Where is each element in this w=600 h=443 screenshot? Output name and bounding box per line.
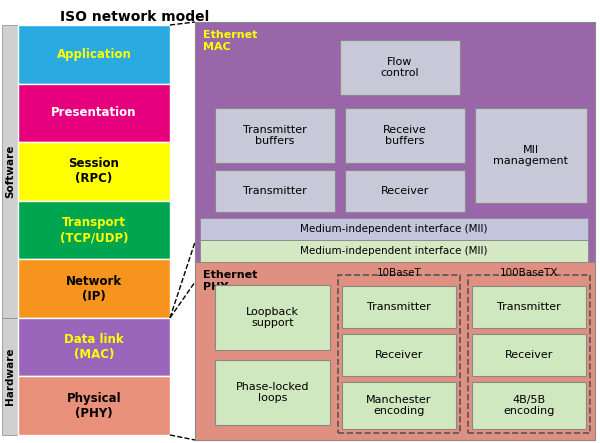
Text: Manchester
encoding: Manchester encoding [367, 395, 431, 416]
Bar [472, 286, 586, 328]
Text: Receiver: Receiver [375, 350, 423, 360]
Bar [340, 40, 460, 95]
Bar [215, 108, 335, 163]
Bar [215, 285, 330, 350]
Bar [2, 25, 18, 318]
Bar [195, 22, 595, 262]
Bar [342, 334, 456, 376]
Text: Network
(IP): Network (IP) [66, 275, 122, 303]
Text: 100BaseTX: 100BaseTX [500, 268, 558, 278]
Text: Medium-independent interface (MII): Medium-independent interface (MII) [300, 224, 488, 234]
Text: Ethernet
PHY: Ethernet PHY [203, 270, 257, 291]
Bar [345, 170, 465, 212]
Bar [18, 84, 170, 142]
Bar [215, 170, 335, 212]
Bar [18, 318, 170, 377]
Bar [18, 142, 170, 201]
Text: Presentation: Presentation [51, 106, 137, 119]
Text: ISO network model: ISO network model [60, 10, 209, 24]
Bar [215, 360, 330, 425]
Bar [200, 218, 588, 240]
Bar [18, 25, 170, 84]
Text: Loopback
support: Loopback support [246, 307, 299, 328]
Text: Transmitter: Transmitter [497, 302, 561, 312]
Text: Medium-independent interface (MII): Medium-independent interface (MII) [300, 246, 488, 256]
Text: Transmitter: Transmitter [367, 302, 431, 312]
Text: Session
(RPC): Session (RPC) [68, 157, 119, 186]
Text: Transport
(TCP/UDP): Transport (TCP/UDP) [60, 216, 128, 244]
Bar [342, 382, 456, 429]
Text: Transmitter
buffers: Transmitter buffers [243, 124, 307, 146]
Bar [18, 377, 170, 435]
Bar [472, 382, 586, 429]
Bar [345, 108, 465, 163]
Text: 4B/5B
encoding: 4B/5B encoding [503, 395, 554, 416]
Bar [18, 201, 170, 259]
Bar [475, 108, 587, 203]
Bar [342, 286, 456, 328]
Text: Software: Software [5, 145, 15, 198]
Bar [2, 318, 18, 435]
Bar [472, 334, 586, 376]
Text: Data link
(MAC): Data link (MAC) [64, 333, 124, 361]
Text: MII
management: MII management [493, 145, 569, 166]
Text: Receive
buffers: Receive buffers [383, 124, 427, 146]
Text: Flow
control: Flow control [380, 57, 419, 78]
Text: Receiver: Receiver [381, 186, 429, 196]
Text: Receiver: Receiver [505, 350, 553, 360]
Text: Ethernet
MAC: Ethernet MAC [203, 30, 257, 51]
Text: Application: Application [56, 48, 131, 61]
Bar [468, 275, 590, 433]
Bar [195, 262, 595, 440]
Text: Transmitter: Transmitter [243, 186, 307, 196]
Bar [338, 275, 460, 433]
Bar [200, 240, 588, 262]
Text: Phase-locked
loops: Phase-locked loops [236, 382, 309, 403]
Text: 10BaseT: 10BaseT [377, 268, 421, 278]
Bar [18, 259, 170, 318]
Text: Hardware: Hardware [5, 348, 15, 405]
Text: Physical
(PHY): Physical (PHY) [67, 392, 121, 420]
